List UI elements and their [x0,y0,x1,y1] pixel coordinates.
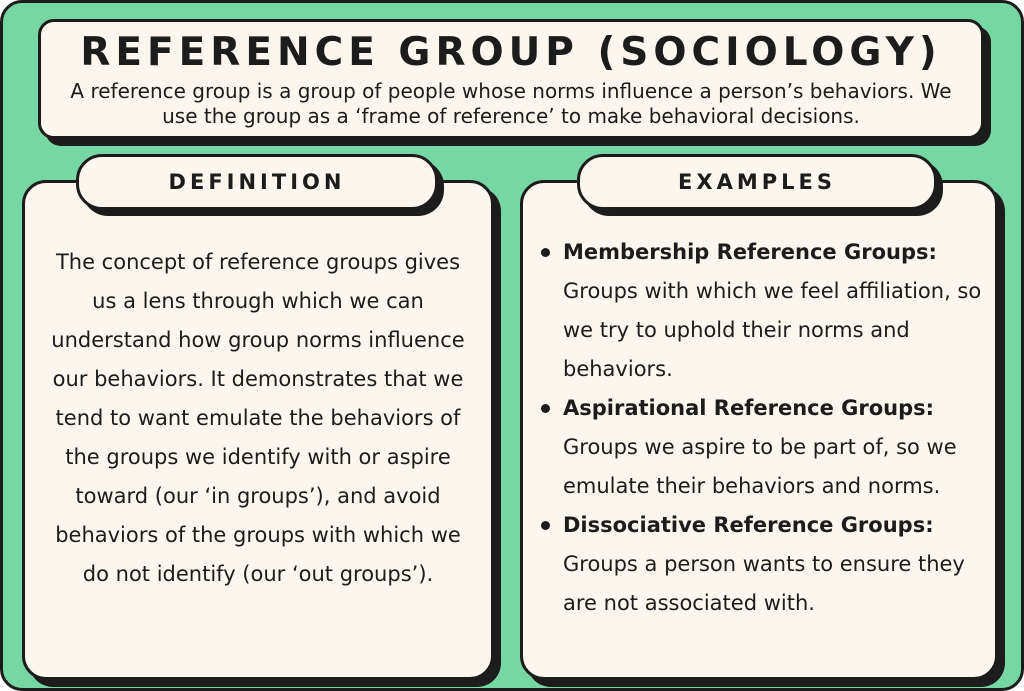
bullet-icon [541,404,550,413]
definition-text: The concept of reference groups gives us… [51,250,465,586]
example-title: Membership Reference Groups: [563,240,937,264]
example-description: Groups a person wants to ensure they are… [563,552,965,615]
example-description: Groups we aspire to be part of, so we em… [563,435,957,498]
page-title: REFERENCE GROUP (SOCIOLOGY) [80,30,942,75]
examples-list: Membership Reference Groups: Groups with… [535,233,985,623]
list-item: Dissociative Reference Groups: Groups a … [535,506,985,623]
examples-panel: Membership Reference Groups: Groups with… [520,180,998,680]
example-title: Aspirational Reference Groups: [563,396,935,420]
example-description: Groups with which we feel affiliation, s… [563,279,982,381]
definition-panel: The concept of reference groups gives us… [22,180,494,680]
example-title: Dissociative Reference Groups: [563,513,934,537]
examples-heading: EXAMPLES [577,154,937,210]
list-item: Aspirational Reference Groups: Groups we… [535,389,985,506]
list-item: Membership Reference Groups: Groups with… [535,233,985,389]
bullet-icon [541,248,550,257]
definition-heading: DEFINITION [76,154,438,210]
page-subtitle: A reference group is a group of people w… [70,79,952,128]
header-card: REFERENCE GROUP (SOCIOLOGY) A reference … [38,19,984,139]
bullet-icon [541,521,550,530]
